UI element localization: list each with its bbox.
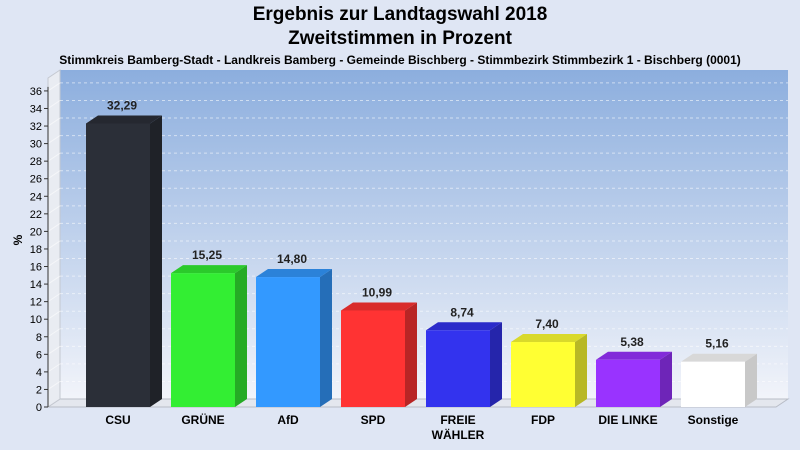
grid-line-side xyxy=(47,205,61,215)
chart-subtitle: Zweitstimmen in Prozent xyxy=(288,28,512,49)
bar-csu xyxy=(86,115,162,407)
bar-fdp xyxy=(511,334,587,407)
y-tick-label: 10 xyxy=(30,314,42,326)
bar-side xyxy=(405,302,417,407)
y-tick-label: 0 xyxy=(36,402,42,414)
bar-top xyxy=(86,115,162,124)
bar-side xyxy=(575,334,587,407)
y-tick-label: 32 xyxy=(30,121,42,133)
y-tick-label: 30 xyxy=(30,139,42,151)
grid-line-side xyxy=(47,328,61,338)
chart-title: Ergebnis zur Landtagswahl 2018 xyxy=(252,4,548,25)
x-tick-label: DIE LINKE xyxy=(598,413,657,427)
grid-line-side xyxy=(47,363,61,373)
grid-line-side xyxy=(47,135,61,145)
bar-top xyxy=(426,322,502,331)
bar-grüne xyxy=(171,265,247,407)
x-tick-label: WÄHLER xyxy=(432,427,485,442)
y-tick-label: 14 xyxy=(30,279,42,291)
bar-front xyxy=(511,342,575,407)
data-label: 10,99 xyxy=(362,286,392,300)
y-tick-label: 36 xyxy=(30,86,42,98)
bar-side xyxy=(235,265,247,407)
bar-side xyxy=(490,322,502,407)
bar-die linke xyxy=(596,351,672,407)
grid-line-side xyxy=(47,258,61,267)
bar-sonstige xyxy=(681,353,757,407)
data-label: 32,29 xyxy=(107,98,137,112)
grid-line-side xyxy=(47,187,61,197)
y-tick-label: 8 xyxy=(36,332,42,344)
bar-freie-wähler xyxy=(426,322,502,407)
grid-line-side xyxy=(47,293,61,303)
y-tick-label: 24 xyxy=(30,191,42,203)
y-tick-label: 16 xyxy=(30,262,42,274)
grid-line-side xyxy=(47,381,61,390)
bar-side xyxy=(320,269,332,407)
x-tick-label: CSU xyxy=(105,413,130,427)
bar-side xyxy=(660,351,672,407)
y-tick-label: 28 xyxy=(30,156,42,168)
y-axis-label: % xyxy=(11,234,25,245)
bar-spd xyxy=(341,302,417,407)
y-tick-label: 20 xyxy=(30,226,42,238)
y-tick-label: 18 xyxy=(30,244,42,256)
data-label: 14,80 xyxy=(277,252,307,266)
bar-front xyxy=(86,123,150,407)
bar-front xyxy=(341,310,405,407)
grid-line-side xyxy=(47,117,61,127)
x-tick-label: FREIE xyxy=(440,413,475,427)
x-tick-label: SPD xyxy=(361,413,386,427)
x-tick-label: Sonstige xyxy=(688,413,739,427)
data-label: 8,74 xyxy=(450,305,474,319)
y-tick-label: 12 xyxy=(30,297,42,309)
grid-line-side xyxy=(47,100,61,109)
grid-line-side xyxy=(47,82,61,92)
plot-background xyxy=(60,70,788,399)
bar-front xyxy=(681,361,745,407)
y-tick-label: 34 xyxy=(30,103,42,115)
bar-front xyxy=(596,359,660,407)
y-tick-label: 22 xyxy=(30,209,42,221)
data-label: 15,25 xyxy=(192,248,222,262)
y-tick-label: 26 xyxy=(30,174,42,186)
grid-line-side xyxy=(47,345,61,355)
bar-front xyxy=(256,277,320,407)
grid-line-side xyxy=(47,222,61,232)
grid-line-side xyxy=(47,310,61,320)
bar-top xyxy=(596,351,672,360)
grid-line-side xyxy=(47,275,61,285)
data-label: 5,16 xyxy=(705,337,729,351)
x-tick-label: AfD xyxy=(277,413,299,427)
grid-line-side xyxy=(47,152,61,162)
y-tick-label: 6 xyxy=(36,349,42,361)
bar-top xyxy=(256,269,332,278)
data-label: 5,38 xyxy=(620,335,644,349)
bar-afd xyxy=(256,269,332,407)
grid-line-side xyxy=(47,240,61,250)
x-tick-label: FDP xyxy=(531,413,555,427)
bar-front xyxy=(426,330,490,407)
bar-side xyxy=(150,115,162,407)
bar-top xyxy=(511,334,587,343)
bar-top xyxy=(341,302,417,311)
bar-top xyxy=(681,353,757,362)
plot-side-wall xyxy=(47,69,61,408)
x-tick-label: GRÜNE xyxy=(181,412,224,427)
grid-line-side xyxy=(47,170,61,180)
y-tick-label: 2 xyxy=(36,384,42,396)
y-tick-label: 4 xyxy=(36,367,42,379)
bar-side xyxy=(745,353,757,407)
bar-top xyxy=(171,265,247,274)
bar-front xyxy=(171,273,235,407)
chart-caption: Stimmkreis Bamberg-Stadt - Landkreis Bam… xyxy=(59,53,741,67)
data-label: 7,40 xyxy=(535,317,559,331)
